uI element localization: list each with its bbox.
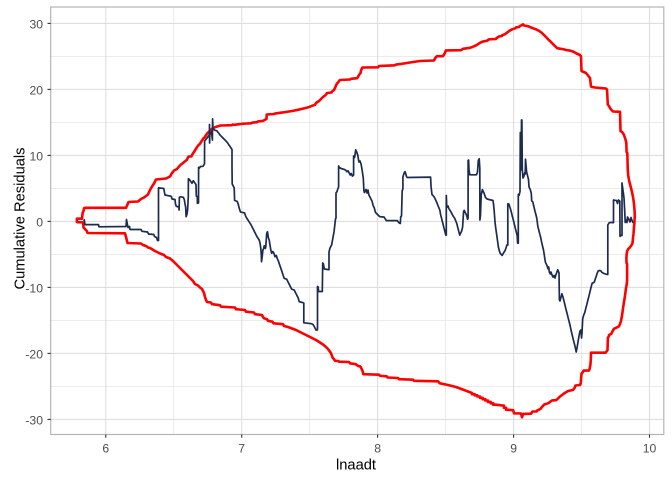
svg-text:30: 30	[29, 18, 43, 32]
svg-text:-30: -30	[25, 414, 43, 428]
svg-text:7: 7	[238, 442, 245, 456]
svg-text:Cumulative Residuals: Cumulative Residuals	[13, 147, 29, 289]
svg-text:8: 8	[374, 442, 381, 456]
svg-text:0: 0	[36, 216, 43, 230]
svg-text:6: 6	[102, 442, 109, 456]
svg-text:10: 10	[29, 150, 43, 164]
svg-text:20: 20	[29, 84, 43, 98]
svg-text:-20: -20	[25, 348, 43, 362]
svg-text:9: 9	[510, 442, 517, 456]
svg-text:-10: -10	[25, 282, 43, 296]
svg-text:10: 10	[643, 442, 657, 456]
svg-text:lnaadt: lnaadt	[336, 458, 376, 474]
